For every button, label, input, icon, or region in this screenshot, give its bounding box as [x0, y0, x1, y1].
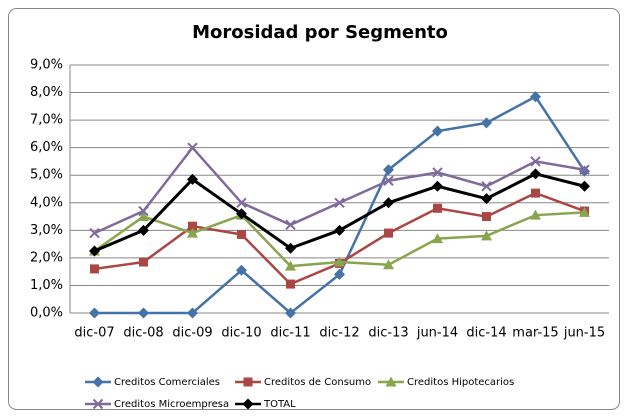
marker — [481, 230, 492, 241]
marker — [237, 229, 246, 239]
marker — [383, 164, 394, 176]
marker — [481, 117, 492, 129]
chart-frame — [8, 8, 620, 410]
marker — [236, 197, 247, 208]
marker — [138, 211, 149, 222]
marker — [433, 203, 442, 213]
legend-item: Creditos Microempresa — [85, 398, 229, 410]
marker — [139, 257, 148, 267]
y-tick-label: 4,0% — [30, 195, 63, 210]
y-tick-label: 3,0% — [30, 223, 63, 238]
marker — [432, 233, 443, 244]
legend-label: Creditos de Consumo — [264, 377, 371, 388]
marker — [481, 193, 492, 205]
marker — [242, 398, 254, 410]
marker — [89, 245, 100, 257]
marker — [530, 156, 541, 167]
x-tick-label: mar-15 — [512, 326, 558, 341]
x-tick-label: dic-10 — [221, 326, 261, 341]
legend-label: Creditos Microempresa — [114, 399, 229, 410]
legend-label: Creditos Comerciales — [114, 377, 220, 388]
marker — [530, 168, 541, 180]
marker — [384, 228, 393, 238]
x-tick-label: dic-07 — [74, 326, 114, 341]
legend-label: Creditos Hipotecarios — [407, 377, 514, 388]
marker — [334, 256, 345, 267]
y-tick-label: 2,0% — [30, 250, 63, 265]
y-tick-label: 8,0% — [30, 85, 63, 100]
x-tick-label: dic-14 — [466, 326, 506, 341]
marker — [243, 377, 253, 387]
marker — [89, 307, 100, 319]
marker — [138, 205, 149, 217]
marker — [89, 227, 100, 239]
marker — [187, 142, 198, 153]
marker — [432, 125, 443, 137]
x-tick-label: jun-14 — [416, 326, 458, 341]
marker — [334, 197, 345, 208]
x-tick-label: dic-13 — [368, 326, 408, 341]
marker — [334, 224, 345, 236]
y-tick-label: 7,0% — [30, 113, 63, 128]
marker — [579, 206, 590, 217]
x-tick-label: dic-09 — [172, 326, 212, 341]
y-tick-label: 9,0% — [30, 58, 63, 73]
marker — [138, 307, 149, 319]
marker — [285, 242, 296, 254]
y-tick-label: 0,0% — [30, 306, 63, 321]
marker — [579, 180, 590, 192]
y-tick-label: 6,0% — [30, 140, 63, 155]
marker — [385, 376, 397, 387]
marker — [531, 188, 540, 198]
y-tick-label: 5,0% — [30, 168, 63, 183]
marker — [187, 307, 198, 319]
x-tick-label: dic-11 — [270, 326, 310, 341]
marker — [579, 164, 590, 175]
marker — [383, 259, 394, 270]
marker — [432, 180, 443, 192]
x-tick-label: jun-15 — [563, 326, 605, 341]
legend-item: Creditos Comerciales — [85, 376, 220, 388]
marker — [383, 197, 394, 209]
x-tick-label: dic-08 — [123, 326, 163, 341]
legend-label: TOTAL — [263, 399, 296, 410]
chart-title: Morosidad por Segmento — [192, 22, 448, 43]
y-tick-label: 1,0% — [30, 278, 63, 293]
marker — [187, 227, 198, 238]
marker — [236, 208, 247, 220]
marker — [286, 279, 295, 289]
marker — [138, 224, 149, 236]
marker — [92, 376, 104, 388]
marker — [90, 264, 99, 274]
marker — [481, 181, 492, 192]
marker — [334, 268, 345, 280]
legend-item: TOTAL — [235, 398, 296, 410]
x-tick-label: dic-12 — [319, 326, 359, 341]
marker — [383, 175, 394, 186]
marker — [92, 398, 104, 410]
marker — [432, 167, 443, 178]
marker — [187, 173, 198, 185]
marker — [530, 209, 541, 220]
marker — [482, 212, 491, 222]
marker — [530, 91, 541, 103]
legend-item: Creditos Hipotecarios — [378, 376, 514, 388]
marker — [285, 307, 296, 319]
marker — [285, 260, 296, 271]
marker — [285, 219, 296, 231]
marker — [236, 264, 247, 276]
marker — [188, 221, 197, 231]
legend-item: Creditos de Consumo — [235, 377, 371, 388]
